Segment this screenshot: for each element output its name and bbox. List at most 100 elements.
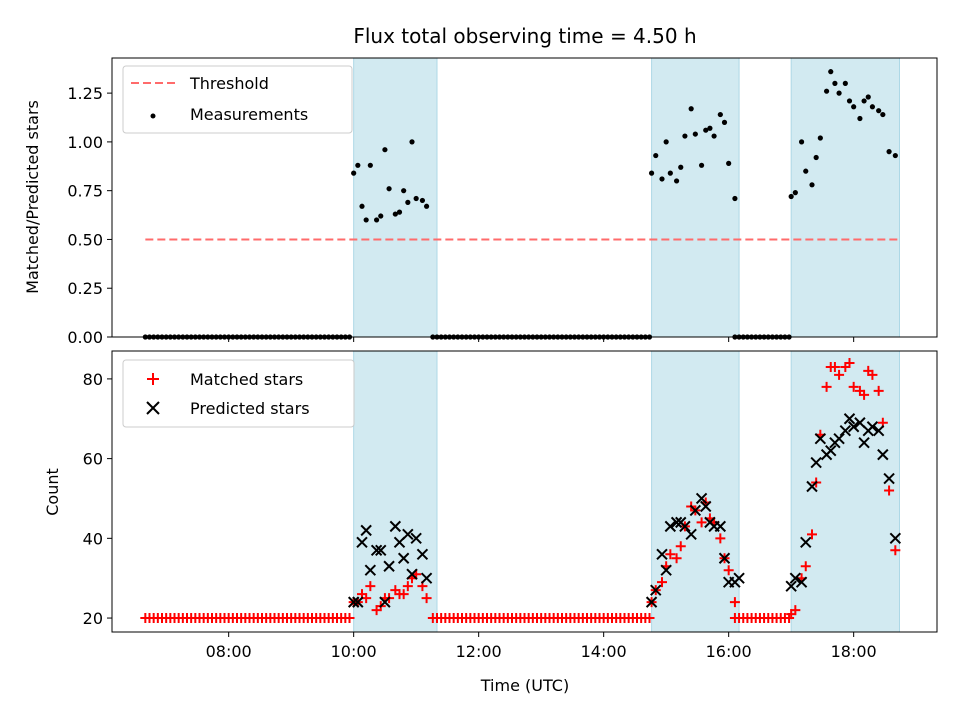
bottom-panel-axes: 08:00 10:00 12:00 14:00 16:00 18:00 20 40 60 80 (83, 370, 877, 661)
predicted-star-point (370, 544, 383, 556)
measurement-point (678, 164, 684, 170)
predicted-star-point (685, 528, 697, 541)
legend-matched-marker (147, 373, 159, 385)
measurement-point (828, 69, 834, 75)
predicted-star-point (406, 568, 418, 580)
predicted-star-point (679, 520, 691, 533)
top-legend-box (122, 65, 353, 134)
measurement-point (382, 147, 388, 153)
predicted-star-point (866, 421, 879, 433)
measurement-point (865, 94, 871, 100)
x-tick-label: 18:00 (831, 642, 877, 661)
x-tick-label: 08:00 (206, 642, 252, 661)
measurement-point (401, 188, 407, 194)
measurement-point (857, 115, 863, 122)
predicted-star-point (858, 436, 870, 449)
measurement-point (809, 182, 815, 188)
matched-star-point (884, 485, 895, 496)
measurement-point (688, 106, 694, 112)
measurement-point (378, 213, 384, 219)
top-panel-marks (142, 69, 900, 340)
measurement-point (732, 195, 738, 202)
matched-star-point (723, 565, 734, 576)
predicted-star-point (650, 584, 662, 596)
measurement-point (692, 131, 698, 137)
measurement-point (673, 178, 680, 184)
predicted-star-point (883, 472, 895, 485)
matched-star-point (859, 389, 870, 400)
predicted-star-point (656, 548, 668, 560)
measurement-point (892, 152, 898, 159)
measurement-point (659, 176, 665, 182)
measurement-point (359, 203, 365, 209)
top-panel-axes: 0.00 0.25 0.50 0.75 1.00 1.25 (67, 84, 855, 347)
y-tick-label: 40 (83, 529, 103, 548)
measurement-point (798, 139, 805, 145)
predicted-star-point (814, 432, 827, 445)
predicted-star-point (420, 572, 433, 584)
legend-measurements-marker (150, 113, 156, 119)
measurement-point (717, 111, 723, 118)
bottom-legend: Matched stars Predicted stars (122, 359, 355, 428)
measurement-point (886, 149, 892, 155)
matched-star-point (821, 381, 832, 392)
y-tick-label: 0.25 (67, 279, 103, 298)
predicted-star-point (785, 580, 797, 592)
predicted-star-point (839, 425, 852, 437)
measurement-point (788, 193, 794, 200)
matched-star-point (365, 581, 376, 592)
measurement-point (405, 199, 411, 205)
measurement-point (823, 88, 830, 94)
measurement-point (419, 197, 426, 204)
predicted-star-point (872, 425, 885, 437)
measurement-point (355, 162, 361, 168)
matched-star-point (829, 361, 840, 372)
x-axis-label: Time (UTC) (480, 676, 569, 695)
predicted-star-point (810, 456, 822, 469)
predicted-star-point (375, 544, 387, 556)
predicted-star-point (825, 444, 837, 457)
predicted-star-point (389, 520, 402, 533)
y-tick-label: 0.00 (67, 328, 103, 347)
measurement-point (832, 80, 838, 86)
x-tick-label: 12:00 (456, 642, 502, 661)
top-y-axis-label: Matched/Predicted stars (23, 100, 42, 294)
measurement-point (836, 90, 842, 96)
measurement-point (363, 217, 369, 223)
observing-window (651, 350, 740, 633)
y-tick-label: 0.50 (67, 230, 103, 249)
measurement-point (880, 111, 886, 118)
predicted-star-point (800, 536, 812, 549)
measurement-point (846, 98, 853, 104)
predicted-star-point (847, 421, 860, 433)
predicted-star-point (352, 596, 364, 608)
predicted-star-point (379, 596, 391, 608)
predicted-star-point (645, 596, 658, 608)
predicted-star-point (700, 500, 712, 513)
measurement-point (707, 125, 713, 131)
predicted-star-point (714, 520, 727, 533)
predicted-star-point (347, 596, 360, 608)
predicted-star-point (695, 492, 708, 505)
matched-star-point (834, 369, 845, 380)
matched-star-point (671, 553, 682, 564)
predicted-star-point (402, 528, 414, 541)
matched-star-point (844, 357, 855, 368)
measurement-point (667, 170, 673, 176)
matched-star-point (675, 541, 686, 552)
y-tick-label: 0.75 (67, 182, 103, 201)
matched-star-point (848, 381, 859, 392)
measurement-point (351, 170, 357, 176)
top-legend: Threshold Measurements (122, 65, 353, 134)
measurement-point (726, 160, 732, 166)
predicted-star-point (718, 552, 731, 564)
measurement-point (861, 98, 867, 104)
measurement-point (373, 217, 380, 223)
predicted-star-point (397, 552, 410, 564)
x-tick-label: 16:00 (706, 642, 752, 661)
measurement-point (703, 127, 709, 133)
predicted-star-point (806, 480, 818, 493)
matched-star-point (644, 613, 655, 624)
x-tick-label: 14:00 (581, 642, 627, 661)
